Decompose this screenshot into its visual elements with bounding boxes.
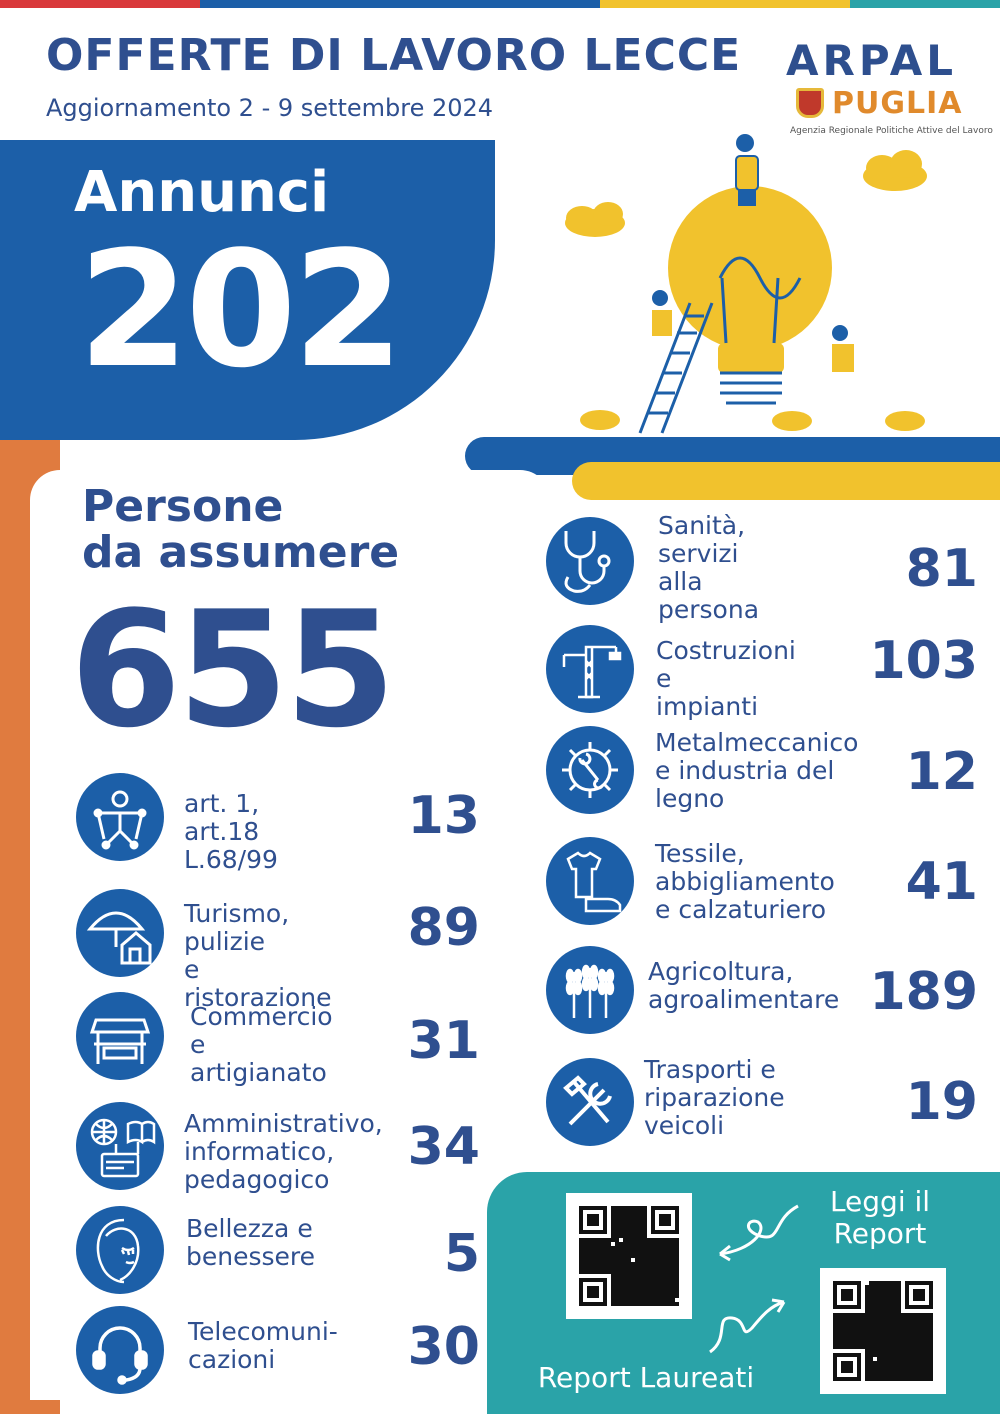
logo-puglia-text: PUGLIA [832, 86, 963, 121]
shirt-shoe-icon [546, 837, 634, 925]
category-value: 30 [407, 1317, 480, 1377]
category-label: Costruzioni e impianti [656, 636, 796, 721]
category-label: Agricoltura, agroalimentare [648, 957, 840, 1014]
tools-icon [546, 1058, 634, 1146]
gear-wrench-icon [546, 726, 634, 814]
category-value: 31 [407, 1011, 480, 1071]
qr-code-report[interactable] [566, 1193, 692, 1319]
persone-label: Persone da assumere [82, 481, 400, 578]
category-label: Sanità, servizi alla persona [658, 511, 760, 624]
category-label: Amministrativo, informatico, pedagogico [184, 1109, 383, 1194]
top-color-strip [0, 0, 1000, 8]
category-label: Telecomuni- cazioni [188, 1317, 338, 1374]
headset-icon [76, 1306, 164, 1394]
category-label: Metalmeccanico e industria del legno [655, 728, 859, 813]
qr-code-icon [833, 1281, 933, 1381]
category-value: 19 [905, 1072, 978, 1132]
category-value: 81 [905, 539, 978, 599]
page-title: OFFERTE DI LAVORO LECCE [46, 30, 742, 81]
qr-report-label: Leggi il Report [829, 1185, 931, 1250]
category-label: Turismo, pulizie e ristorazione [184, 899, 332, 1012]
annunci-label: Annunci [74, 160, 330, 225]
category-value: 34 [407, 1117, 480, 1177]
logo-tagline: Agenzia Regionale Politiche Attive del L… [790, 126, 993, 136]
category-label: Commercio e artigianato [190, 1002, 333, 1087]
globe-book-icon [76, 1102, 164, 1190]
category-label: Tessile, abbigliamento e calzaturiero [655, 839, 835, 924]
market-stall-icon [76, 992, 164, 1080]
accessibility-icon [76, 773, 164, 861]
category-value: 12 [905, 742, 978, 802]
qr-code-laureati[interactable] [820, 1268, 946, 1394]
category-label: art. 1, art.18 L.68/99 [184, 789, 278, 874]
arrow-right-icon [709, 1298, 786, 1354]
category-value: 189 [869, 962, 978, 1022]
arpal-logo: ARPAL PUGLIA Agenzia Regionale Politiche… [786, 36, 993, 146]
category-label: Bellezza e benessere [186, 1214, 316, 1271]
qr-code-icon [579, 1206, 679, 1306]
category-value: 103 [869, 631, 978, 691]
category-value: 5 [443, 1224, 480, 1284]
category-label: Trasporti e riparazione veicoli [644, 1055, 785, 1140]
page-subtitle: Aggiornamento 2 - 9 settembre 2024 [46, 94, 494, 122]
stethoscope-icon [546, 517, 634, 605]
annunci-panel [0, 140, 495, 440]
decor-yellow-bar [572, 462, 1000, 500]
umbrella-house-icon [76, 889, 164, 977]
annunci-value: 202 [78, 216, 404, 403]
category-value: 13 [407, 786, 480, 846]
crane-icon [546, 625, 634, 713]
arrow-left-icon [719, 1204, 799, 1262]
puglia-crest-icon [796, 88, 824, 118]
qr-laureati-label: Report Laureati [537, 1361, 755, 1394]
logo-arpal-text: ARPAL [786, 36, 958, 85]
category-value: 89 [407, 898, 480, 958]
persone-value: 655 [70, 576, 396, 763]
wheat-icon [546, 946, 634, 1034]
lightbulb-illustration [565, 134, 927, 434]
face-icon [76, 1206, 164, 1294]
category-value: 41 [905, 852, 978, 912]
